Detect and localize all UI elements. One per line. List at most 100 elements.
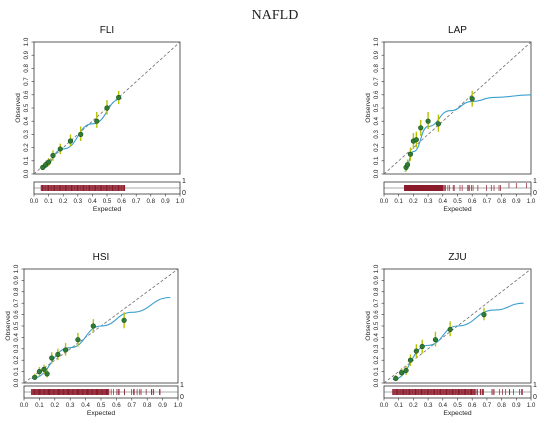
y-tick-label: 0.7 [373, 77, 380, 86]
x-tick-label: 0.7 [483, 402, 492, 409]
x-tick-label: 1.0 [527, 198, 536, 205]
rug-ticks [31, 389, 161, 395]
y-axis-label: Observed [5, 311, 12, 341]
data-point [413, 348, 419, 354]
data-point [57, 146, 63, 152]
rug-ticks [40, 185, 126, 191]
x-tick-label: 0.3 [66, 402, 75, 409]
x-tick-label: 0.9 [512, 402, 521, 409]
data-point [393, 375, 399, 382]
y-tick-label: 0.7 [373, 298, 380, 307]
x-tick-label: 0.9 [512, 198, 521, 205]
data-point [45, 159, 52, 165]
y-tick-label: 0.8 [23, 64, 30, 73]
x-tick-label: 0.5 [453, 402, 462, 409]
panel-fli: FLI 1 0 0.0 0.1 0.2 0.3 0.4 0.5 0.6 0.7 0.8 0.9 1.0 0.… [15, 25, 186, 213]
y-tick-label: 0.3 [23, 130, 30, 139]
x-tick-label: 0.1 [394, 402, 403, 409]
y-tick-label: 0.0 [373, 378, 380, 387]
x-tick-label: 0.6 [468, 198, 477, 205]
data-point [425, 118, 431, 124]
y-tick-label: 0.6 [373, 310, 380, 319]
y-tick-label: 0.0 [13, 378, 20, 387]
data-point [404, 162, 411, 168]
x-tick-label: 1.0 [176, 198, 185, 205]
y-tick-label: 0.9 [23, 50, 30, 59]
x-axis-label: Expected [443, 206, 472, 213]
x-tick-label: 1.0 [527, 402, 536, 409]
data-point [67, 138, 74, 144]
data-point [41, 366, 47, 372]
x-tick-label: 0.7 [127, 402, 136, 409]
rug-label-0: 0 [182, 190, 186, 197]
y-tick-label: 0.3 [373, 344, 380, 353]
panels: FLI 1 0 0.0 0.1 0.2 0.3 0.4 0.5 0.6 0.7 0.8 0.9 1.0 0.… [5, 25, 537, 417]
data-point [447, 326, 453, 333]
reference-line [383, 268, 532, 384]
x-axis-label: Expected [443, 410, 472, 417]
y-tick-label: 0.4 [373, 333, 380, 342]
reference-line [33, 41, 181, 175]
x-tick-label: 0.7 [483, 198, 492, 205]
y-tick-label: 0.2 [13, 355, 20, 364]
y-tick-label: 0.1 [23, 156, 30, 165]
x-tick-label: 0.4 [81, 402, 90, 409]
y-tick-label: 0.6 [23, 90, 30, 99]
data-point [36, 369, 43, 375]
x-tick-label: 0.4 [438, 198, 447, 205]
y-tick-label: 0.7 [13, 298, 20, 307]
data-point [94, 118, 100, 124]
reference-line [383, 41, 532, 175]
x-tick-label: 0.2 [409, 402, 418, 409]
data-point [90, 323, 96, 329]
rug-label-1: 1 [533, 382, 537, 389]
rug-label-0: 0 [180, 394, 184, 401]
rug-label-0: 0 [533, 394, 537, 401]
x-tick-label: 1.0 [174, 402, 183, 409]
y-tick-label: 0.2 [23, 143, 30, 152]
y-tick-label: 0.1 [373, 367, 380, 376]
x-tick-label: 0.9 [158, 402, 167, 409]
data-point [432, 337, 439, 343]
rug-label-1: 1 [533, 178, 537, 185]
data-point [403, 367, 409, 374]
y-axis-label: Observed [365, 93, 372, 123]
x-tick-label: 0.1 [35, 402, 44, 409]
y-tick-label: 0.8 [13, 287, 20, 296]
y-tick-label: 0.3 [13, 344, 20, 353]
data-point [75, 337, 81, 343]
data-point [32, 374, 38, 380]
y-tick-label: 0.5 [373, 103, 380, 112]
y-tick-label: 0.5 [13, 321, 20, 330]
x-tick-label: 0.8 [497, 402, 506, 409]
rug-ticks [392, 389, 523, 395]
x-tick-label: 0.2 [50, 402, 59, 409]
x-tick-label: 0.2 [409, 198, 418, 205]
y-tick-label: 1.0 [373, 264, 380, 273]
data-point [418, 125, 424, 131]
data-point [481, 312, 487, 318]
y-tick-label: 0.7 [23, 77, 30, 86]
y-axis-label: Observed [15, 93, 22, 123]
x-tick-label: 0.1 [394, 198, 403, 205]
panel-title: LAP [448, 25, 467, 36]
panel-title: HSI [93, 252, 110, 263]
y-tick-label: 0.6 [13, 310, 20, 319]
data-point [49, 355, 55, 361]
data-point [435, 121, 441, 127]
x-tick-label: 0.4 [438, 402, 447, 409]
panel-hsi: HSI 1 0 0.0 0.1 0.2 0.3 0.4 0.5 0.6 0.7 0.8 0.9 1.0 0.… [5, 252, 184, 417]
x-tick-label: 0.6 [468, 402, 477, 409]
y-tick-label: 0.1 [13, 367, 20, 376]
y-tick-label: 0.2 [373, 143, 380, 152]
x-tick-label: 0.6 [117, 198, 126, 205]
y-tick-label: 0.0 [373, 169, 380, 178]
y-tick-label: 0.4 [23, 116, 30, 125]
data-point [407, 151, 414, 157]
data-point [407, 357, 414, 363]
y-tick-label: 0.5 [23, 103, 30, 112]
x-tick-label: 0.8 [146, 198, 155, 205]
y-tick-label: 0.8 [373, 64, 380, 73]
y-tick-label: 0.2 [373, 355, 380, 364]
x-tick-label: 0.0 [30, 198, 39, 205]
